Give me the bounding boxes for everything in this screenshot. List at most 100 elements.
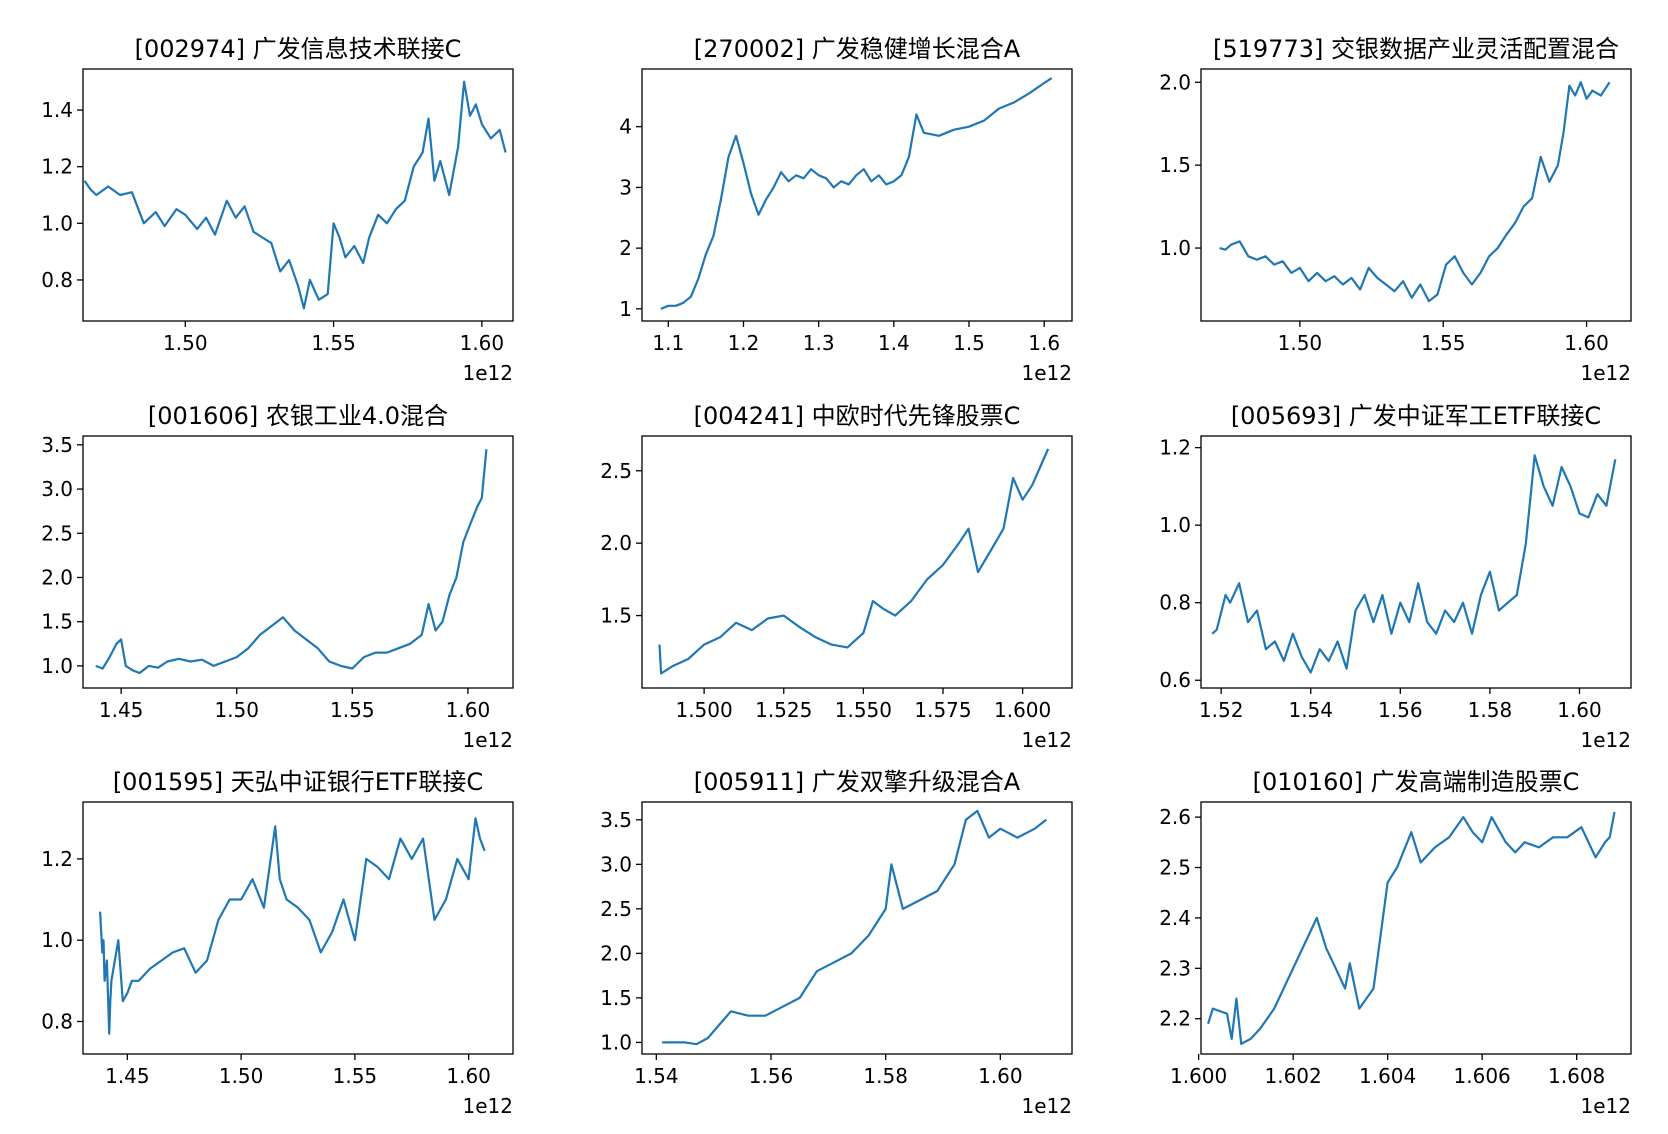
- y-tick-label: 1.0: [41, 928, 73, 952]
- y-tick-label: 2.0: [41, 565, 73, 589]
- y-tick-label: 0.8: [41, 1009, 73, 1033]
- x-tick-label: 1.60: [460, 331, 505, 355]
- x-axis-multiplier: 1e12: [1581, 728, 1631, 752]
- x-axis-multiplier: 1e12: [463, 361, 513, 385]
- x-tick-label: 1.602: [1265, 1064, 1322, 1088]
- x-tick-label: 1.55: [1421, 331, 1466, 355]
- y-tick-label: 1.0: [41, 654, 73, 678]
- x-tick-label: 1.60: [1557, 698, 1602, 722]
- chart-title: [001595] 天弘中证银行ETF联接C: [113, 768, 483, 796]
- y-tick-label: 0.8: [1159, 591, 1191, 615]
- axes-frame: [641, 435, 1073, 689]
- y-tick-label: 0.8: [41, 268, 73, 292]
- chart-panel-7: [001595] 天弘中证银行ETF联接C 1.45 1.50 1.55 1.60 0.8…: [41, 768, 514, 1118]
- x-tick-label: 1.50: [219, 1064, 264, 1088]
- x-tick-label: 1.60: [1564, 331, 1609, 355]
- x-axis-multiplier: 1e12: [463, 1094, 513, 1118]
- y-tick-label: 1.5: [1159, 153, 1191, 177]
- y-tick-label: 0.6: [1159, 668, 1191, 692]
- x-tick-label: 1.550: [835, 698, 892, 722]
- chart-panel-8: [005911] 广发双擎升级混合A 1.54 1.56 1.58 1.60 1.0 1.5…: [600, 768, 1073, 1118]
- axes-frame: [82, 68, 514, 322]
- series-line-1: [1211, 454, 1617, 674]
- series-line-1: [1219, 81, 1611, 303]
- x-tick-label: 1.525: [755, 698, 812, 722]
- y-tick-label: 1.0: [41, 211, 73, 235]
- y-tick-label: 2.5: [41, 521, 73, 545]
- x-tick-label: 1.60: [446, 698, 491, 722]
- x-tick-label: 1.60: [446, 1064, 491, 1088]
- x-tick-label: 1.56: [749, 1064, 794, 1088]
- x-tick-label: 1.606: [1454, 1064, 1511, 1088]
- chart-title: [002974] 广发信息技术联接C: [135, 35, 462, 63]
- x-tick-label: 1.1: [652, 331, 684, 355]
- axes-frame: [1200, 435, 1632, 689]
- x-tick-label: 1.5: [953, 331, 985, 355]
- chart-panel-1: [002974] 广发信息技术联接C 1.50 1.55 1.60 0.8 1.0 1.2 1…: [41, 35, 514, 385]
- series-line-1: [660, 77, 1053, 310]
- x-tick-label: 1.50: [214, 698, 259, 722]
- axes-frame: [1200, 801, 1632, 1055]
- x-tick-label: 1.575: [914, 698, 971, 722]
- y-tick-label: 3: [619, 175, 632, 199]
- y-tick-label: 3.0: [600, 852, 632, 876]
- x-tick-label: 1.54: [1288, 698, 1333, 722]
- y-tick-label: 3.0: [41, 477, 73, 501]
- chart-panel-9: [010160] 广发高端制造股票C 1.600 1.602 1.604 1.606 1.…: [1159, 768, 1632, 1118]
- x-tick-label: 1.56: [1378, 698, 1423, 722]
- y-tick-label: 2: [619, 236, 632, 260]
- x-tick-label: 1.55: [333, 1064, 378, 1088]
- x-tick-label: 1.600: [994, 698, 1051, 722]
- y-tick-label: 2.4: [1159, 906, 1191, 930]
- x-axis-multiplier: 1e12: [1581, 361, 1631, 385]
- chart-panel-2: [270002] 广发稳健增长混合A 1.1 1.2 1.3 1.4 1.5 1.6 1 2 3 4…: [619, 35, 1073, 385]
- y-tick-label: 3.5: [41, 433, 73, 457]
- y-tick-label: 1.5: [600, 986, 632, 1010]
- y-tick-label: 4: [619, 115, 632, 139]
- x-tick-label: 1.54: [634, 1064, 679, 1088]
- x-tick-label: 1.50: [1278, 331, 1323, 355]
- x-tick-label: 1.45: [99, 698, 144, 722]
- x-axis-multiplier: 1e12: [1022, 361, 1072, 385]
- y-tick-label: 2.2: [1159, 1007, 1191, 1031]
- chart-panel-3: [519773] 交银数据产业灵活配置混合 1.50 1.55 1.60 1.0 1.5 2…: [1159, 35, 1632, 385]
- x-tick-label: 1.2: [728, 331, 760, 355]
- x-tick-label: 1.58: [863, 1064, 908, 1088]
- chart-title: [001606] 农银工业4.0混合: [148, 402, 448, 430]
- x-tick-label: 1.60: [978, 1064, 1023, 1088]
- axes-frame: [1200, 68, 1632, 322]
- y-tick-label: 1.2: [41, 155, 73, 179]
- x-tick-label: 1.4: [878, 331, 910, 355]
- x-tick-label: 1.3: [803, 331, 835, 355]
- y-tick-label: 1: [619, 297, 632, 321]
- chart-title: [010160] 广发高端制造股票C: [1253, 768, 1580, 796]
- y-tick-label: 2.0: [1159, 70, 1191, 94]
- y-tick-label: 3.5: [600, 808, 632, 832]
- y-tick-label: 2.6: [1159, 805, 1191, 829]
- x-tick-label: 1.55: [330, 698, 375, 722]
- y-tick-label: 1.2: [1159, 436, 1191, 460]
- x-tick-label: 1.50: [163, 331, 208, 355]
- chart-panel-4: [001606] 农银工业4.0混合 1.45 1.50 1.55 1.60 1.0 1.5…: [41, 402, 514, 752]
- y-tick-label: 1.5: [41, 610, 73, 634]
- y-tick-label: 1.0: [600, 1030, 632, 1054]
- chart-panel-6: [005693] 广发中证军工ETF联接C 1.52 1.54 1.56 1.58 1.6…: [1159, 402, 1632, 752]
- series-line-1: [99, 817, 486, 1035]
- y-tick-label: 2.0: [600, 941, 632, 965]
- y-tick-label: 2.5: [600, 459, 632, 483]
- y-tick-label: 1.5: [600, 604, 632, 628]
- x-axis-multiplier: 1e12: [1022, 728, 1072, 752]
- x-tick-label: 1.55: [311, 331, 356, 355]
- axes-frame: [641, 801, 1073, 1055]
- y-tick-label: 2.3: [1159, 956, 1191, 980]
- y-tick-label: 2.5: [1159, 856, 1191, 880]
- series-line-1: [1207, 811, 1616, 1045]
- y-tick-label: 1.2: [41, 847, 73, 871]
- x-axis-multiplier: 1e12: [1581, 1094, 1631, 1118]
- chart-panel-5: [004241] 中欧时代先锋股票C 1.500 1.525 1.550 1.575 1.…: [600, 402, 1073, 752]
- y-tick-label: 1.0: [1159, 236, 1191, 260]
- x-axis-multiplier: 1e12: [463, 728, 513, 752]
- y-tick-label: 1.0: [1159, 513, 1191, 537]
- x-tick-label: 1.52: [1199, 698, 1244, 722]
